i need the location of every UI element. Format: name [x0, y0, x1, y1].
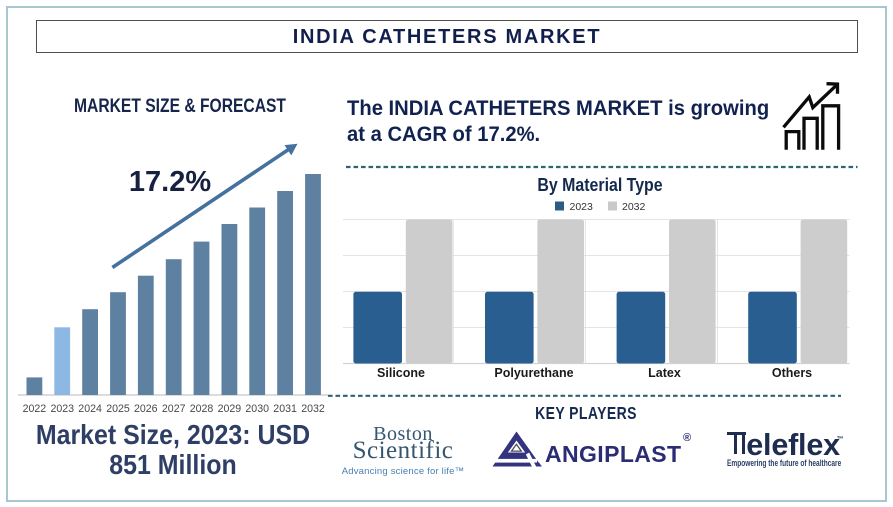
svg-text:Silicone: Silicone: [377, 366, 425, 380]
svg-text:2025: 2025: [106, 403, 130, 415]
svg-text:2027: 2027: [162, 403, 186, 415]
svg-text:2032: 2032: [301, 403, 325, 415]
svg-text:2024: 2024: [78, 403, 102, 415]
svg-text:2029: 2029: [218, 403, 242, 415]
svg-text:2030: 2030: [245, 403, 269, 415]
svg-text:Latex: Latex: [648, 366, 681, 380]
svg-text:2031: 2031: [273, 403, 297, 415]
svg-text:2028: 2028: [190, 403, 214, 415]
svg-text:Polyurethane: Polyurethane: [494, 366, 573, 380]
svg-text:2023: 2023: [51, 403, 75, 415]
svg-text:2022: 2022: [23, 403, 47, 415]
svg-text:2032: 2032: [622, 201, 646, 213]
svg-text:Others: Others: [772, 366, 812, 380]
svg-text:2026: 2026: [134, 403, 158, 415]
svg-text:2023: 2023: [570, 201, 594, 213]
